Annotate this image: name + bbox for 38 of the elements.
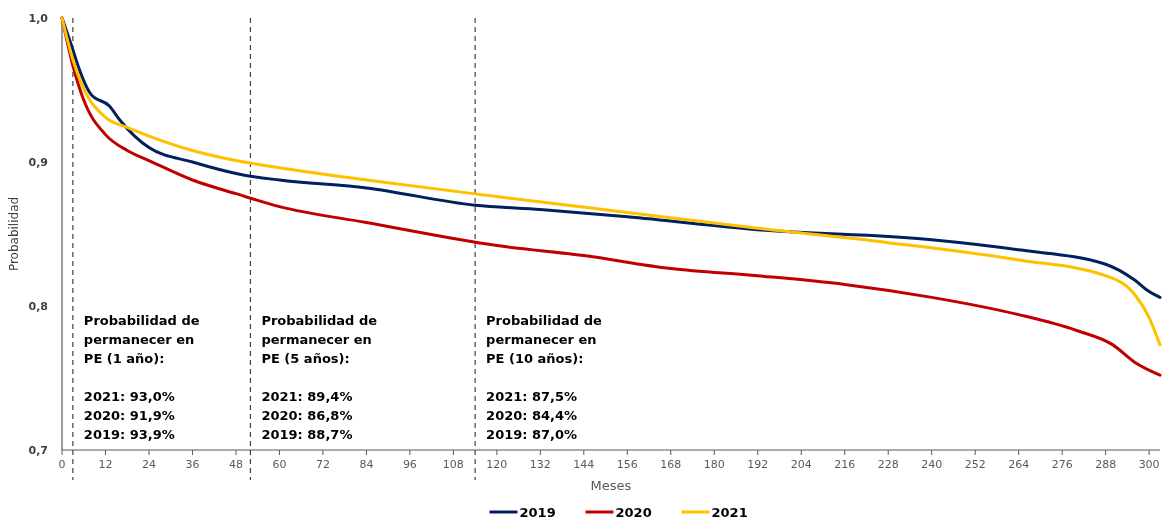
x-tick-label: 0	[58, 458, 66, 471]
text: Probabilidad de permanecer en PE (1 año): 2021: 93,0% 2020: 91,9% 2019: 93,9%	[83, 313, 200, 442]
text: Probabilidad de permanecer en PE (5 años): 2021: 89,4% 2020: 86,8% 2019: 88,7%	[261, 313, 378, 442]
x-tick-label: 216	[834, 458, 856, 471]
x-tick-label: 24	[141, 458, 156, 471]
x-tick-label: 288	[1095, 458, 1117, 471]
x-tick-label: 36	[185, 458, 200, 471]
legend-label: 2021	[711, 505, 748, 520]
legend-label: 2019	[519, 505, 556, 520]
x-tick-label: 168	[660, 458, 682, 471]
x-axis-title: Meses	[590, 478, 632, 493]
x-tick-label: 132	[529, 458, 551, 471]
x-tick-label: 156	[616, 458, 638, 471]
x-tick-label: 252	[964, 458, 986, 471]
y-axis-title: Probabilidad	[7, 196, 21, 272]
x-tick-label: 108	[442, 458, 464, 471]
x-tick-label: 228	[877, 458, 899, 471]
x-tick-label: 204	[790, 458, 812, 471]
x-tick-label: 240	[921, 458, 943, 471]
x-tick-label: 120	[486, 458, 508, 471]
x-tick-label: 300	[1138, 458, 1160, 471]
text: Probabilidad de permanecer en PE (10 años): 2021: 87,5% 2020: 84,4% 2019: 87,0%	[486, 313, 602, 442]
x-tick-label: 192	[747, 458, 769, 471]
y-tick-label: 0,7	[28, 443, 48, 457]
x-tick-label: 276	[1051, 458, 1073, 471]
legend-label: 2020	[615, 505, 652, 520]
x-tick-label: 12	[98, 458, 113, 471]
x-tick-label: 96	[402, 458, 417, 471]
x-tick-label: 264	[1008, 458, 1030, 471]
y-tick-label: 0,9	[28, 155, 48, 169]
x-tick-label: 180	[703, 458, 725, 471]
x-tick-label: 84	[359, 458, 374, 471]
x-tick-label: 72	[315, 458, 330, 471]
x-tick-label: 48	[228, 458, 243, 471]
x-tick-label: 60	[272, 458, 287, 471]
x-tick-label: 144	[573, 458, 595, 471]
y-tick-label: 0,8	[28, 299, 48, 313]
y-tick-label: 1,0	[28, 11, 49, 25]
